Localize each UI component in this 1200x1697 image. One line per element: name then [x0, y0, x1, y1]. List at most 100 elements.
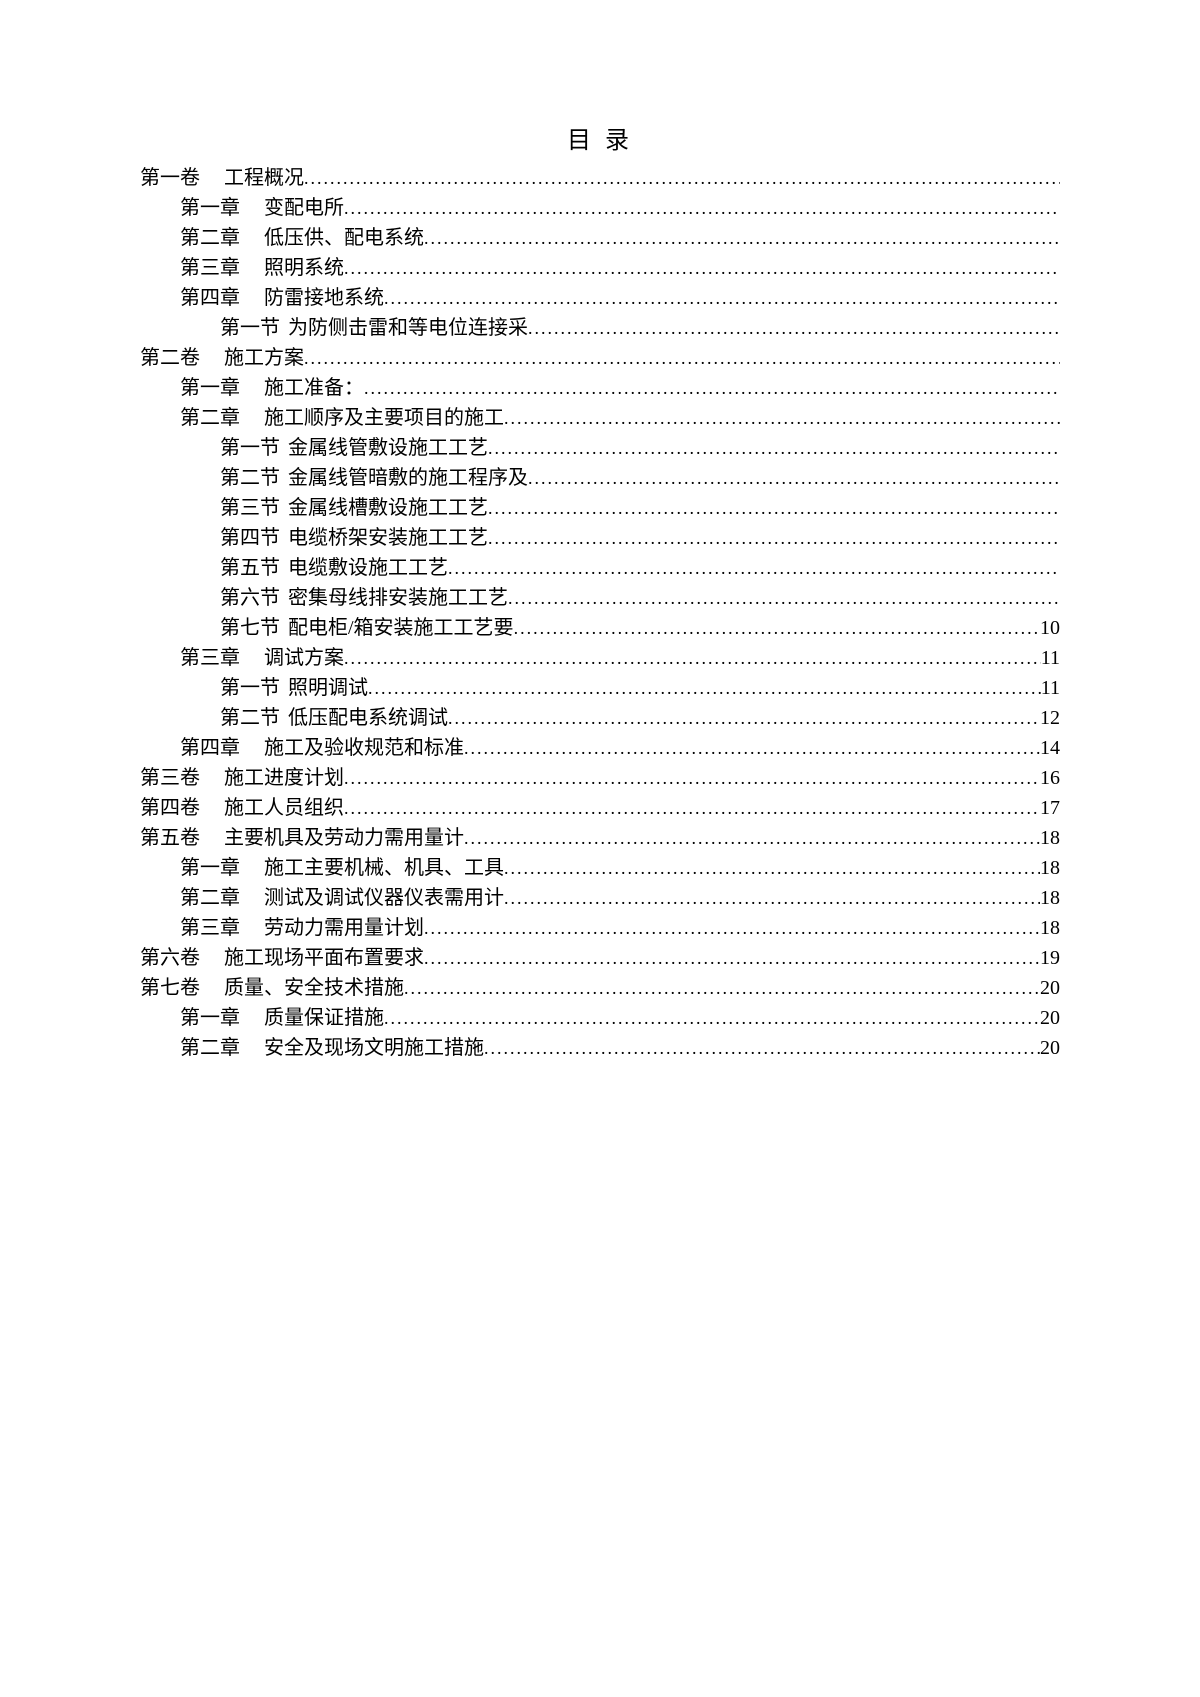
- leader-dots: [448, 705, 1040, 732]
- leader-dots: [344, 255, 1060, 282]
- entry-label: 第七卷: [140, 973, 200, 1003]
- entry-label: 第一节: [220, 313, 280, 343]
- leader-dots: [504, 885, 1040, 912]
- toc-entry: 第一章变配电所: [140, 193, 1060, 223]
- toc-entry: 第一节照明调试11: [140, 673, 1060, 703]
- entry-section-title: 密集母线排安装施工工艺: [288, 583, 508, 613]
- entry-section-title: 主要机具及劳动力需用量计: [224, 823, 464, 853]
- entry-label: 第四卷: [140, 793, 200, 823]
- entry-label: 第三章: [180, 643, 240, 673]
- leader-dots: [344, 765, 1040, 792]
- entry-label: 第五卷: [140, 823, 200, 853]
- page-number: 16: [1040, 763, 1060, 793]
- entry-section-title: 为防侧击雷和等电位连接采: [288, 313, 528, 343]
- toc-entry: 第二章低压供、配电系统: [140, 223, 1060, 253]
- entry-section-title: 施工准备：: [264, 373, 364, 403]
- entry-label: 第三章: [180, 913, 240, 943]
- entry-section-title: 金属线槽敷设施工工艺: [288, 493, 488, 523]
- entry-section-title: 劳动力需用量计划: [264, 913, 424, 943]
- toc-entry: 第一章施工主要机械、机具、工具 18: [140, 853, 1060, 883]
- toc-entry: 第三章调试方案11: [140, 643, 1060, 673]
- page-number: 12: [1040, 703, 1060, 733]
- leader-dots: [368, 675, 1041, 702]
- leader-dots: [528, 465, 1060, 492]
- page-number: 17: [1040, 793, 1060, 823]
- page-number: 10: [1040, 613, 1060, 643]
- entry-section-title: 施工进度计划: [224, 763, 344, 793]
- leader-dots: [464, 735, 1040, 762]
- entry-section-title: 安全及现场文明施工措施: [264, 1033, 484, 1063]
- entry-section-title: 低压配电系统调试: [288, 703, 448, 733]
- toc-entry: 第三章劳动力需用量计划 18: [140, 913, 1060, 943]
- entry-label: 第三卷: [140, 763, 200, 793]
- toc-entry: 第一节金属线管敷设施工工艺: [140, 433, 1060, 463]
- leader-dots: [488, 495, 1060, 522]
- toc-entry: 第七卷质量、安全技术措施20: [140, 973, 1060, 1003]
- leader-dots: [464, 825, 1040, 852]
- entry-label: 第二节: [220, 463, 280, 493]
- entry-section-title: 施工及验收规范和标准: [264, 733, 464, 763]
- entry-label: 第一卷: [140, 163, 200, 193]
- toc-entry: 第五节电缆敷设施工工艺: [140, 553, 1060, 583]
- toc-entry: 第三节金属线槽敷设施工工艺: [140, 493, 1060, 523]
- toc-entry: 第一节为防侧击雷和等电位连接采: [140, 313, 1060, 343]
- toc-entry: 第四章防雷接地系统: [140, 283, 1060, 313]
- leader-dots: [528, 315, 1060, 342]
- entry-section-title: 调试方案: [264, 643, 344, 673]
- entry-section-title: 工程概况: [224, 163, 304, 193]
- leader-dots: [488, 435, 1060, 462]
- entry-section-title: 施工主要机械、机具、工具: [264, 853, 504, 883]
- toc-entry: 第二卷施工方案: [140, 343, 1060, 373]
- entry-label: 第六卷: [140, 943, 200, 973]
- leader-dots: [504, 405, 1060, 432]
- toc-entry: 第二章安全及现场文明施工措施20: [140, 1033, 1060, 1063]
- leader-dots: [514, 615, 1040, 642]
- toc-entry: 第四节电缆桥架安装施工工艺: [140, 523, 1060, 553]
- leader-dots: [424, 915, 1040, 942]
- entry-label: 第二章: [180, 223, 240, 253]
- leader-dots: [344, 195, 1060, 222]
- entry-section-title: 照明调试: [288, 673, 368, 703]
- entry-label: 第二章: [180, 403, 240, 433]
- leader-dots: [424, 945, 1040, 972]
- entry-section-title: 电缆桥架安装施工工艺: [288, 523, 488, 553]
- entry-section-title: 配电柜/箱安装施工工艺要: [288, 613, 514, 643]
- toc-entry: 第四卷施工人员组织 17: [140, 793, 1060, 823]
- toc-container: 第一卷工程概况第一章变配电所第二章低压供、配电系统第三章照明系统第四章防雷接地系…: [140, 163, 1060, 1063]
- entry-section-title: 施工人员组织: [224, 793, 344, 823]
- entry-label: 第一章: [180, 193, 240, 223]
- page-number: 18: [1040, 883, 1060, 913]
- entry-label: 第三节: [220, 493, 280, 523]
- entry-label: 第一章: [180, 853, 240, 883]
- toc-entry: 第三卷施工进度计划 16: [140, 763, 1060, 793]
- leader-dots: [384, 285, 1060, 312]
- toc-entry: 第四章施工及验收规范和标准14: [140, 733, 1060, 763]
- entry-section-title: 质量、安全技术措施: [224, 973, 404, 1003]
- page-number: 19: [1040, 943, 1060, 973]
- toc-entry: 第二章测试及调试仪器仪表需用计18: [140, 883, 1060, 913]
- page-number: 20: [1040, 1003, 1060, 1033]
- entry-label: 第五节: [220, 553, 280, 583]
- entry-label: 第一节: [220, 433, 280, 463]
- page-number: 18: [1040, 913, 1060, 943]
- toc-entry: 第二章施工顺序及主要项目的施工: [140, 403, 1060, 433]
- entry-label: 第一章: [180, 373, 240, 403]
- toc-entry: 第二节金属线管暗敷的施工程序及: [140, 463, 1060, 493]
- entry-section-title: 测试及调试仪器仪表需用计: [264, 883, 504, 913]
- toc-entry: 第三章照明系统: [140, 253, 1060, 283]
- toc-entry: 第六节密集母线排安装施工工艺: [140, 583, 1060, 613]
- entry-section-title: 施工方案: [224, 343, 304, 373]
- toc-title: 目 录: [140, 120, 1060, 155]
- page-number: 18: [1040, 853, 1060, 883]
- toc-entry: 第六卷施工现场平面布置要求19: [140, 943, 1060, 973]
- entry-section-title: 变配电所: [264, 193, 344, 223]
- entry-label: 第四章: [180, 283, 240, 313]
- entry-label: 第二卷: [140, 343, 200, 373]
- entry-label: 第三章: [180, 253, 240, 283]
- entry-label: 第四章: [180, 733, 240, 763]
- leader-dots: [304, 165, 1060, 192]
- entry-section-title: 施工顺序及主要项目的施工: [264, 403, 504, 433]
- leader-dots: [424, 225, 1060, 252]
- leader-dots: [404, 975, 1040, 1002]
- leader-dots: [508, 585, 1060, 612]
